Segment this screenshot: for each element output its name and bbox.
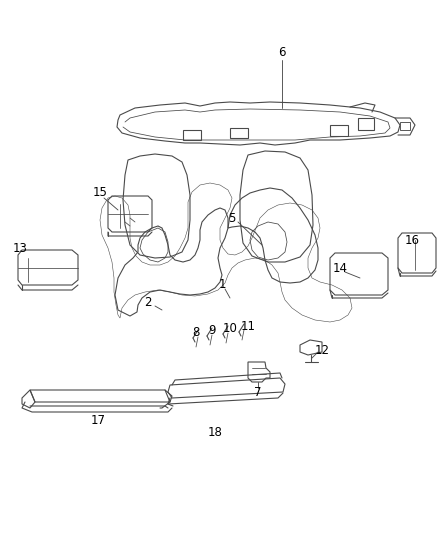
- Text: 2: 2: [144, 296, 152, 310]
- Text: 9: 9: [208, 325, 216, 337]
- Text: 16: 16: [405, 233, 420, 246]
- Bar: [400, 122, 410, 130]
- Text: 13: 13: [13, 241, 28, 254]
- Text: 14: 14: [332, 262, 347, 274]
- Text: 1: 1: [218, 279, 226, 292]
- Text: 5: 5: [228, 212, 236, 224]
- Bar: [330, 125, 348, 136]
- Bar: [230, 128, 248, 138]
- Text: 18: 18: [208, 425, 223, 439]
- Text: 7: 7: [254, 385, 262, 399]
- Text: 10: 10: [223, 322, 237, 335]
- Text: 8: 8: [192, 327, 200, 340]
- Text: 12: 12: [314, 343, 329, 357]
- Bar: [183, 130, 201, 140]
- Text: 11: 11: [240, 319, 255, 333]
- Bar: [358, 118, 374, 130]
- Text: 17: 17: [91, 414, 106, 426]
- Text: 15: 15: [92, 185, 107, 198]
- Text: 6: 6: [278, 45, 286, 59]
